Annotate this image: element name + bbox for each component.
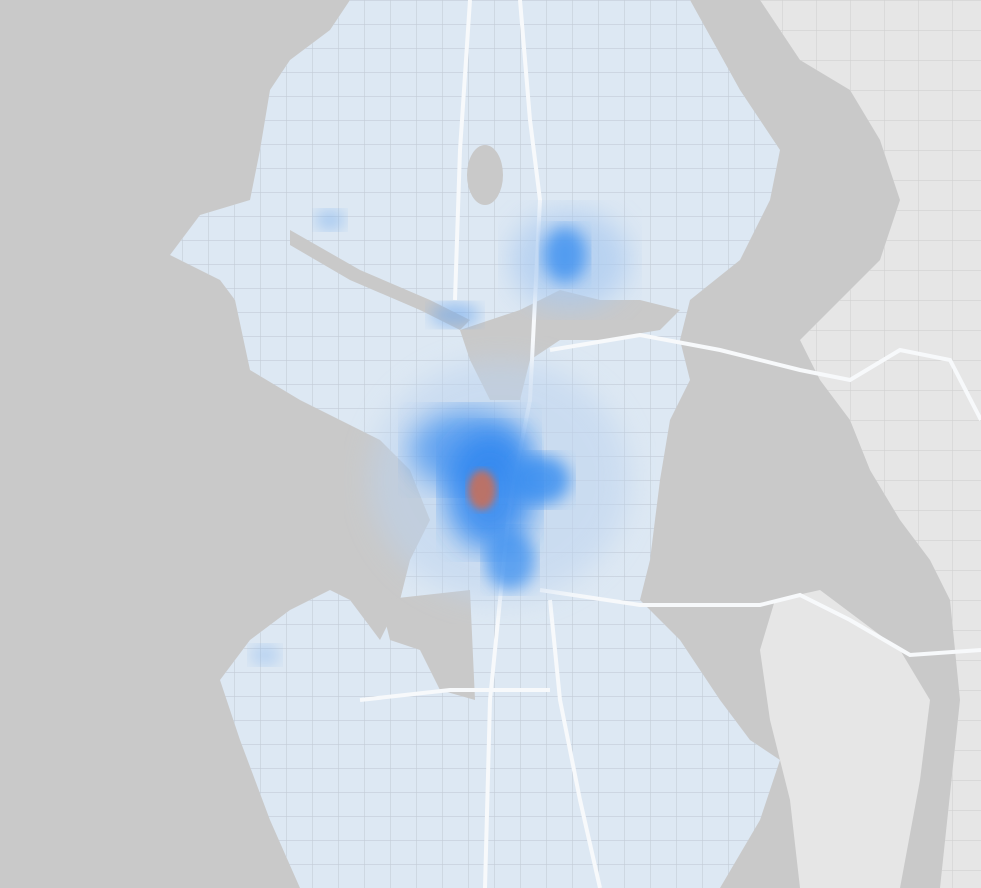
ship-canal [290, 230, 470, 330]
duwamish [380, 590, 475, 700]
green-lake [467, 145, 503, 205]
heat-layer [250, 210, 630, 665]
